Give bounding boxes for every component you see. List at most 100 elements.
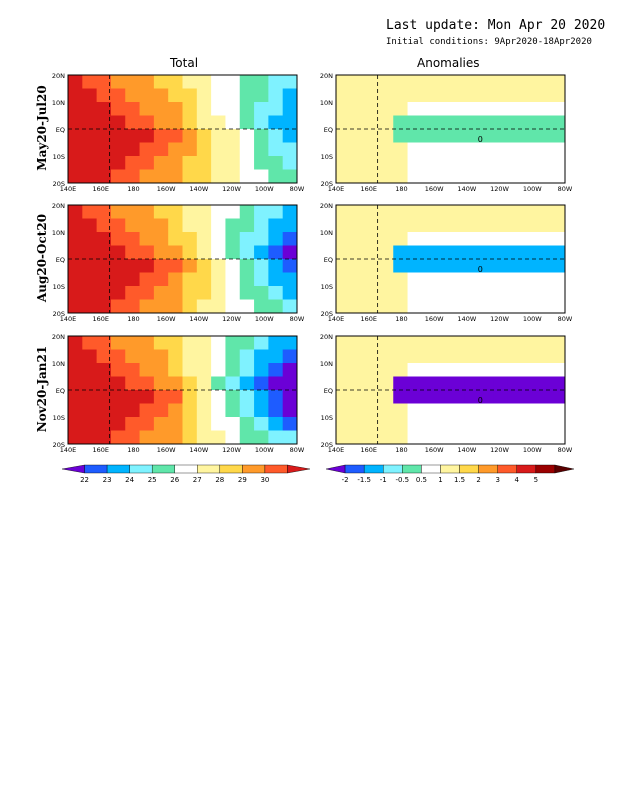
field-cell — [82, 232, 98, 246]
field-cell — [464, 156, 480, 170]
field-cell — [507, 245, 523, 260]
field-cell — [436, 376, 451, 391]
field-cell — [378, 403, 394, 418]
field-cell — [393, 169, 409, 184]
field-cell — [268, 115, 284, 130]
field-cell — [378, 102, 394, 116]
field-cell — [168, 142, 183, 157]
field-cell — [254, 205, 269, 219]
x-tick-label: 140W — [189, 315, 208, 323]
x-tick-label: 160W — [425, 315, 444, 323]
field-cell — [336, 156, 351, 170]
field-cell — [110, 363, 126, 377]
field-cell — [479, 115, 494, 130]
field-cell — [393, 142, 409, 157]
field-cell — [421, 245, 437, 260]
field-cell — [421, 430, 437, 445]
colorbar-swatch — [264, 464, 288, 474]
field-cell — [536, 232, 552, 246]
field-cell — [196, 417, 212, 431]
field-cell — [239, 336, 255, 350]
field-cell — [225, 156, 241, 170]
field-cell — [139, 218, 155, 233]
field-cell — [436, 390, 451, 404]
panel-frame — [67, 335, 298, 445]
field-cell — [211, 232, 226, 246]
field-cell — [464, 169, 480, 184]
x-tick-label: 120W — [222, 446, 241, 454]
field-cell — [82, 286, 98, 300]
field-cell — [450, 299, 466, 314]
field-cell — [407, 115, 423, 130]
field-cell — [493, 232, 509, 246]
field-cell — [82, 403, 98, 418]
field-cell — [282, 205, 298, 219]
field-cell — [507, 102, 523, 116]
field-cell — [421, 349, 437, 364]
field-cell — [282, 299, 298, 314]
field-cell — [522, 403, 537, 418]
field-cell — [350, 376, 366, 391]
field-cell — [268, 363, 284, 377]
field-cell — [522, 88, 537, 103]
field-cell — [407, 390, 423, 404]
field-cell — [421, 336, 437, 350]
field-cell — [110, 205, 126, 219]
field-cell — [393, 349, 409, 364]
colorbar-swatch — [344, 464, 365, 474]
x-tick-label: 160W — [157, 315, 176, 323]
colorbar-label: -1 — [380, 476, 387, 484]
field-cell — [493, 403, 509, 418]
field-cell — [82, 299, 98, 314]
field-cell — [479, 129, 494, 143]
x-tick-label: 80W — [290, 446, 305, 454]
field-cell — [168, 156, 183, 170]
colorbar-swatch — [459, 464, 479, 474]
x-tick-label: 100W — [523, 315, 542, 323]
field-cell — [464, 430, 480, 445]
field-cell — [479, 156, 494, 170]
field-cell — [522, 205, 537, 219]
field-cell — [196, 299, 212, 314]
field-cell — [436, 299, 451, 314]
field-cell — [493, 259, 509, 273]
field-cell — [350, 417, 366, 431]
field-cell — [196, 403, 212, 418]
field-cell — [153, 390, 169, 404]
field-cell — [110, 156, 126, 170]
field-cell — [522, 430, 537, 445]
field-cell — [82, 129, 98, 143]
field-cell — [82, 169, 98, 184]
field-cell — [550, 169, 566, 184]
field-cell — [450, 349, 466, 364]
field-cell — [68, 88, 83, 103]
field-cell — [364, 115, 380, 130]
field-cell — [407, 430, 423, 445]
field-cell — [450, 88, 466, 103]
panel-frame — [335, 204, 566, 314]
colorbar-label: -2 — [342, 476, 349, 484]
field-cell — [139, 102, 155, 116]
field-cell — [350, 88, 366, 103]
field-cell — [153, 205, 169, 219]
field-cell — [350, 232, 366, 246]
field-cell — [550, 259, 566, 273]
field-cell — [110, 272, 126, 287]
y-tick-label: 20N — [320, 72, 333, 80]
field-cell — [110, 142, 126, 157]
field-cell — [493, 218, 509, 233]
x-tick-label: 140E — [60, 185, 77, 193]
field-cell — [336, 336, 351, 350]
field-cell — [82, 142, 98, 157]
field-cell — [479, 430, 494, 445]
field-cell — [550, 286, 566, 300]
field-cell — [153, 218, 169, 233]
field-cell — [479, 259, 494, 273]
field-cell — [125, 169, 141, 184]
field-cell — [225, 363, 241, 377]
field-cell — [378, 115, 394, 130]
x-tick-label: 140W — [457, 446, 476, 454]
field-cell — [268, 88, 284, 103]
field-cell — [110, 336, 126, 350]
field-cell — [139, 205, 155, 219]
